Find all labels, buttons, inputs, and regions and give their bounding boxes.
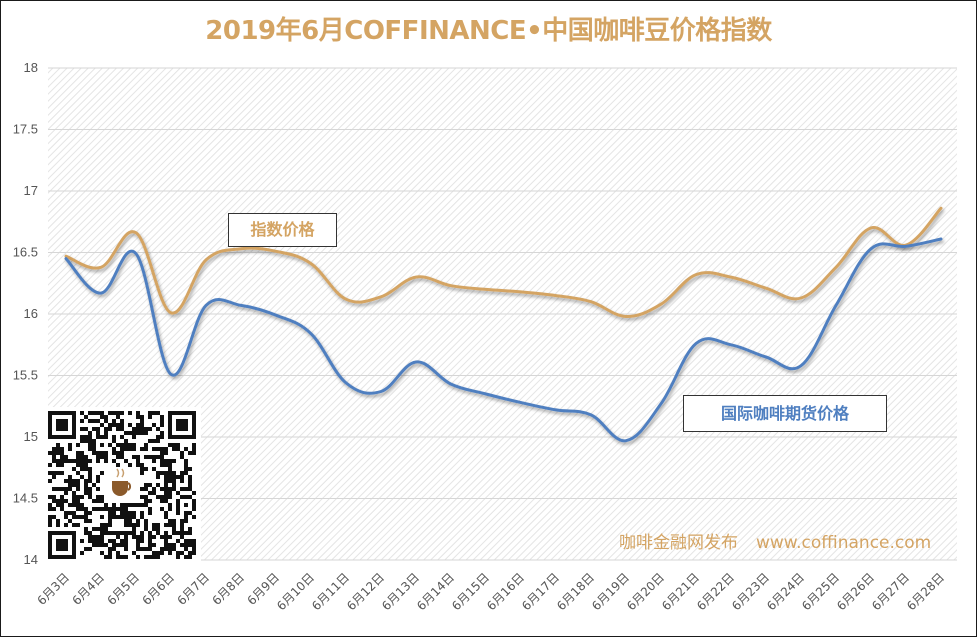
y-tick-label: 17.5 bbox=[13, 122, 38, 137]
data-point bbox=[345, 382, 347, 384]
data-point bbox=[940, 238, 942, 240]
x-tick-label: 6月21日 bbox=[659, 570, 702, 613]
x-tick-label: 6月3日 bbox=[34, 570, 72, 608]
data-point bbox=[485, 393, 487, 395]
chart-title: 2019年6月COFFINANCE•中国咖啡豆价格指数 bbox=[205, 16, 772, 46]
data-point bbox=[765, 356, 767, 358]
data-point bbox=[940, 207, 942, 209]
qr-code-graphic bbox=[48, 411, 196, 559]
data-point bbox=[65, 255, 67, 257]
x-tick-label: 6月27日 bbox=[869, 570, 912, 613]
data-point bbox=[65, 258, 67, 260]
data-point bbox=[555, 294, 557, 296]
data-point bbox=[205, 304, 207, 306]
data-point bbox=[870, 248, 872, 250]
data-point bbox=[555, 409, 557, 411]
watermark-publisher: 咖啡金融网发布 bbox=[619, 533, 738, 553]
watermark: 咖啡金融网发布 www.coffinance.com bbox=[619, 528, 949, 553]
x-tick-label: 6月17日 bbox=[519, 570, 562, 613]
annotation-index-price: 指数价格 bbox=[228, 213, 337, 247]
annotation-futures-price: 国际咖啡期货价格 bbox=[683, 395, 887, 432]
x-tick-label: 6月26日 bbox=[834, 570, 877, 613]
data-point bbox=[905, 245, 907, 247]
x-tick-label: 6月28日 bbox=[904, 570, 947, 613]
series-line-1 bbox=[64, 237, 943, 443]
x-tick-label: 6月5日 bbox=[104, 570, 142, 608]
data-point bbox=[380, 390, 382, 392]
data-point bbox=[450, 383, 452, 385]
data-point bbox=[380, 296, 382, 298]
x-tick-label: 6月20日 bbox=[624, 570, 667, 613]
data-point bbox=[520, 291, 522, 293]
x-tick-label: 6月11日 bbox=[309, 570, 352, 613]
data-point bbox=[695, 342, 697, 344]
data-point bbox=[345, 298, 347, 300]
data-point bbox=[870, 227, 872, 229]
series-line-0 bbox=[64, 206, 943, 319]
y-tick-label: 15 bbox=[24, 429, 38, 444]
data-point bbox=[625, 440, 627, 442]
data-point bbox=[695, 273, 697, 275]
x-tick-label: 6月12日 bbox=[344, 570, 387, 613]
x-tick-label: 6月25日 bbox=[799, 570, 842, 613]
watermark-url: www.coffinance.com bbox=[756, 533, 932, 553]
data-point bbox=[240, 248, 242, 250]
data-point bbox=[485, 288, 487, 290]
data-point bbox=[205, 259, 207, 261]
data-point bbox=[310, 262, 312, 264]
data-point bbox=[415, 276, 417, 278]
x-tick-label: 6月22日 bbox=[694, 570, 737, 613]
data-point bbox=[520, 401, 522, 403]
data-point bbox=[135, 253, 137, 255]
data-point bbox=[310, 333, 312, 335]
data-point bbox=[730, 344, 732, 346]
x-tick-label: 6月18日 bbox=[554, 570, 597, 613]
y-tick-label: 15.5 bbox=[13, 368, 38, 383]
y-tick-label: 14.5 bbox=[13, 491, 38, 506]
data-point bbox=[835, 266, 837, 268]
y-axis: 14 14.5 15 15.5 16 16.5 17 17.5 18 bbox=[13, 60, 38, 567]
x-tick-label: 6月15日 bbox=[449, 570, 492, 613]
x-tick-label: 6月13日 bbox=[379, 570, 422, 613]
data-point bbox=[730, 276, 732, 278]
data-point bbox=[660, 403, 662, 405]
data-point bbox=[170, 373, 172, 375]
data-point bbox=[800, 365, 802, 367]
data-point bbox=[590, 301, 592, 303]
data-point bbox=[450, 285, 452, 287]
data-point bbox=[415, 361, 417, 363]
x-tick-label: 6月23日 bbox=[729, 570, 772, 613]
y-tick-label: 18 bbox=[24, 60, 38, 75]
data-point bbox=[240, 304, 242, 306]
data-point bbox=[660, 303, 662, 305]
data-point bbox=[100, 292, 102, 294]
x-tick-label: 6月7日 bbox=[174, 570, 212, 608]
x-tick-label: 6月4日 bbox=[69, 570, 107, 608]
y-tick-label: 17 bbox=[24, 183, 38, 198]
data-point bbox=[590, 414, 592, 416]
data-point bbox=[835, 304, 837, 306]
y-tick-label: 14 bbox=[24, 552, 38, 567]
qr-code-icon bbox=[43, 407, 201, 563]
x-tick-label: 6月14日 bbox=[414, 570, 457, 613]
y-tick-label: 16.5 bbox=[13, 245, 38, 260]
y-tick-label: 16 bbox=[24, 306, 38, 321]
data-point bbox=[170, 312, 172, 314]
data-point bbox=[275, 314, 277, 316]
data-point bbox=[765, 287, 767, 289]
x-tick-label: 6月19日 bbox=[589, 570, 632, 613]
x-tick-label: 6月6日 bbox=[139, 570, 177, 608]
x-axis: 6月3日6月4日6月5日6月6日6月7日6月8日6月9日6月10日6月11日6月… bbox=[34, 570, 947, 613]
x-tick-label: 6月10日 bbox=[274, 570, 317, 613]
x-tick-label: 6月16日 bbox=[484, 570, 527, 613]
data-point bbox=[275, 250, 277, 252]
series-lines bbox=[64, 206, 943, 443]
data-point bbox=[100, 266, 102, 268]
data-point bbox=[800, 297, 802, 299]
x-tick-label: 6月8日 bbox=[209, 570, 247, 608]
data-point bbox=[135, 232, 137, 234]
data-point bbox=[625, 315, 627, 317]
x-tick-label: 6月24日 bbox=[764, 570, 807, 613]
